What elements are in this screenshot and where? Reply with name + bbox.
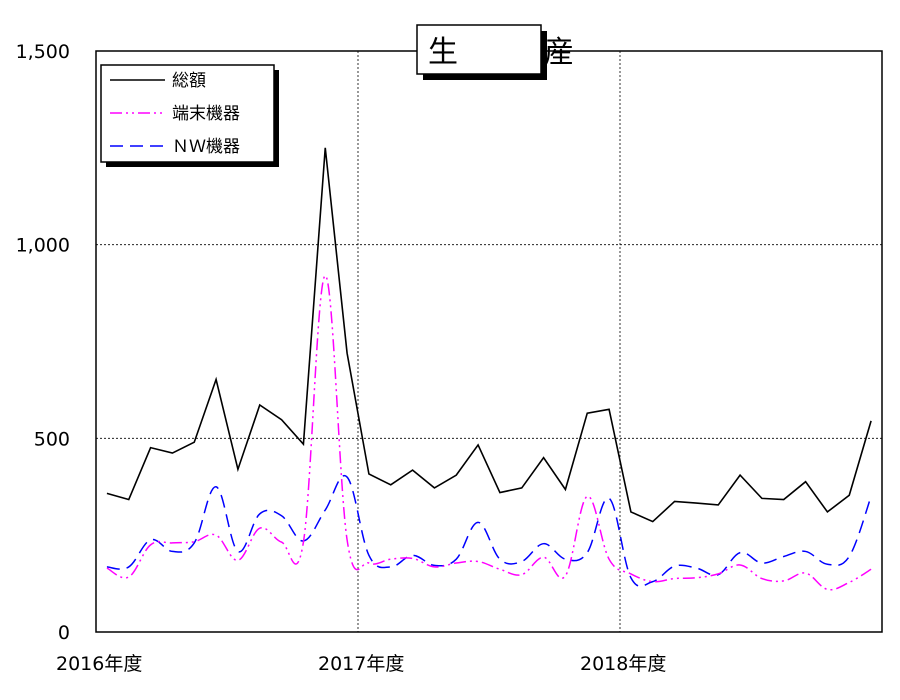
y-tick-label: 1,500 — [16, 41, 70, 63]
series-line — [106, 147, 872, 523]
legend-frame — [100, 64, 275, 163]
title-frame — [416, 24, 542, 75]
y-axis-tick-labels: 0 500 1,000 1,500 — [16, 41, 70, 644]
chart-title-box: 生 産 — [416, 24, 602, 80]
x-tick-label: 2017年度 — [318, 653, 404, 675]
gridlines — [96, 51, 882, 632]
x-axis-tick-labels: 2016年度 2017年度 2018年度 — [56, 653, 666, 675]
y-tick-label: 0 — [58, 622, 70, 644]
legend-label: ＮＷ機器 — [172, 137, 240, 157]
series-line — [106, 474, 872, 587]
legend-label: 総額 — [172, 71, 206, 91]
legend-label: 端末機器 — [172, 104, 240, 124]
x-tick-label: 2018年度 — [580, 653, 666, 675]
series-layer — [106, 147, 872, 591]
y-tick-label: 1,000 — [16, 235, 70, 257]
chart-title: 生 産 — [428, 35, 602, 70]
y-tick-label: 500 — [34, 428, 70, 450]
series-line — [106, 274, 872, 591]
x-tick-label: 2016年度 — [56, 653, 142, 675]
